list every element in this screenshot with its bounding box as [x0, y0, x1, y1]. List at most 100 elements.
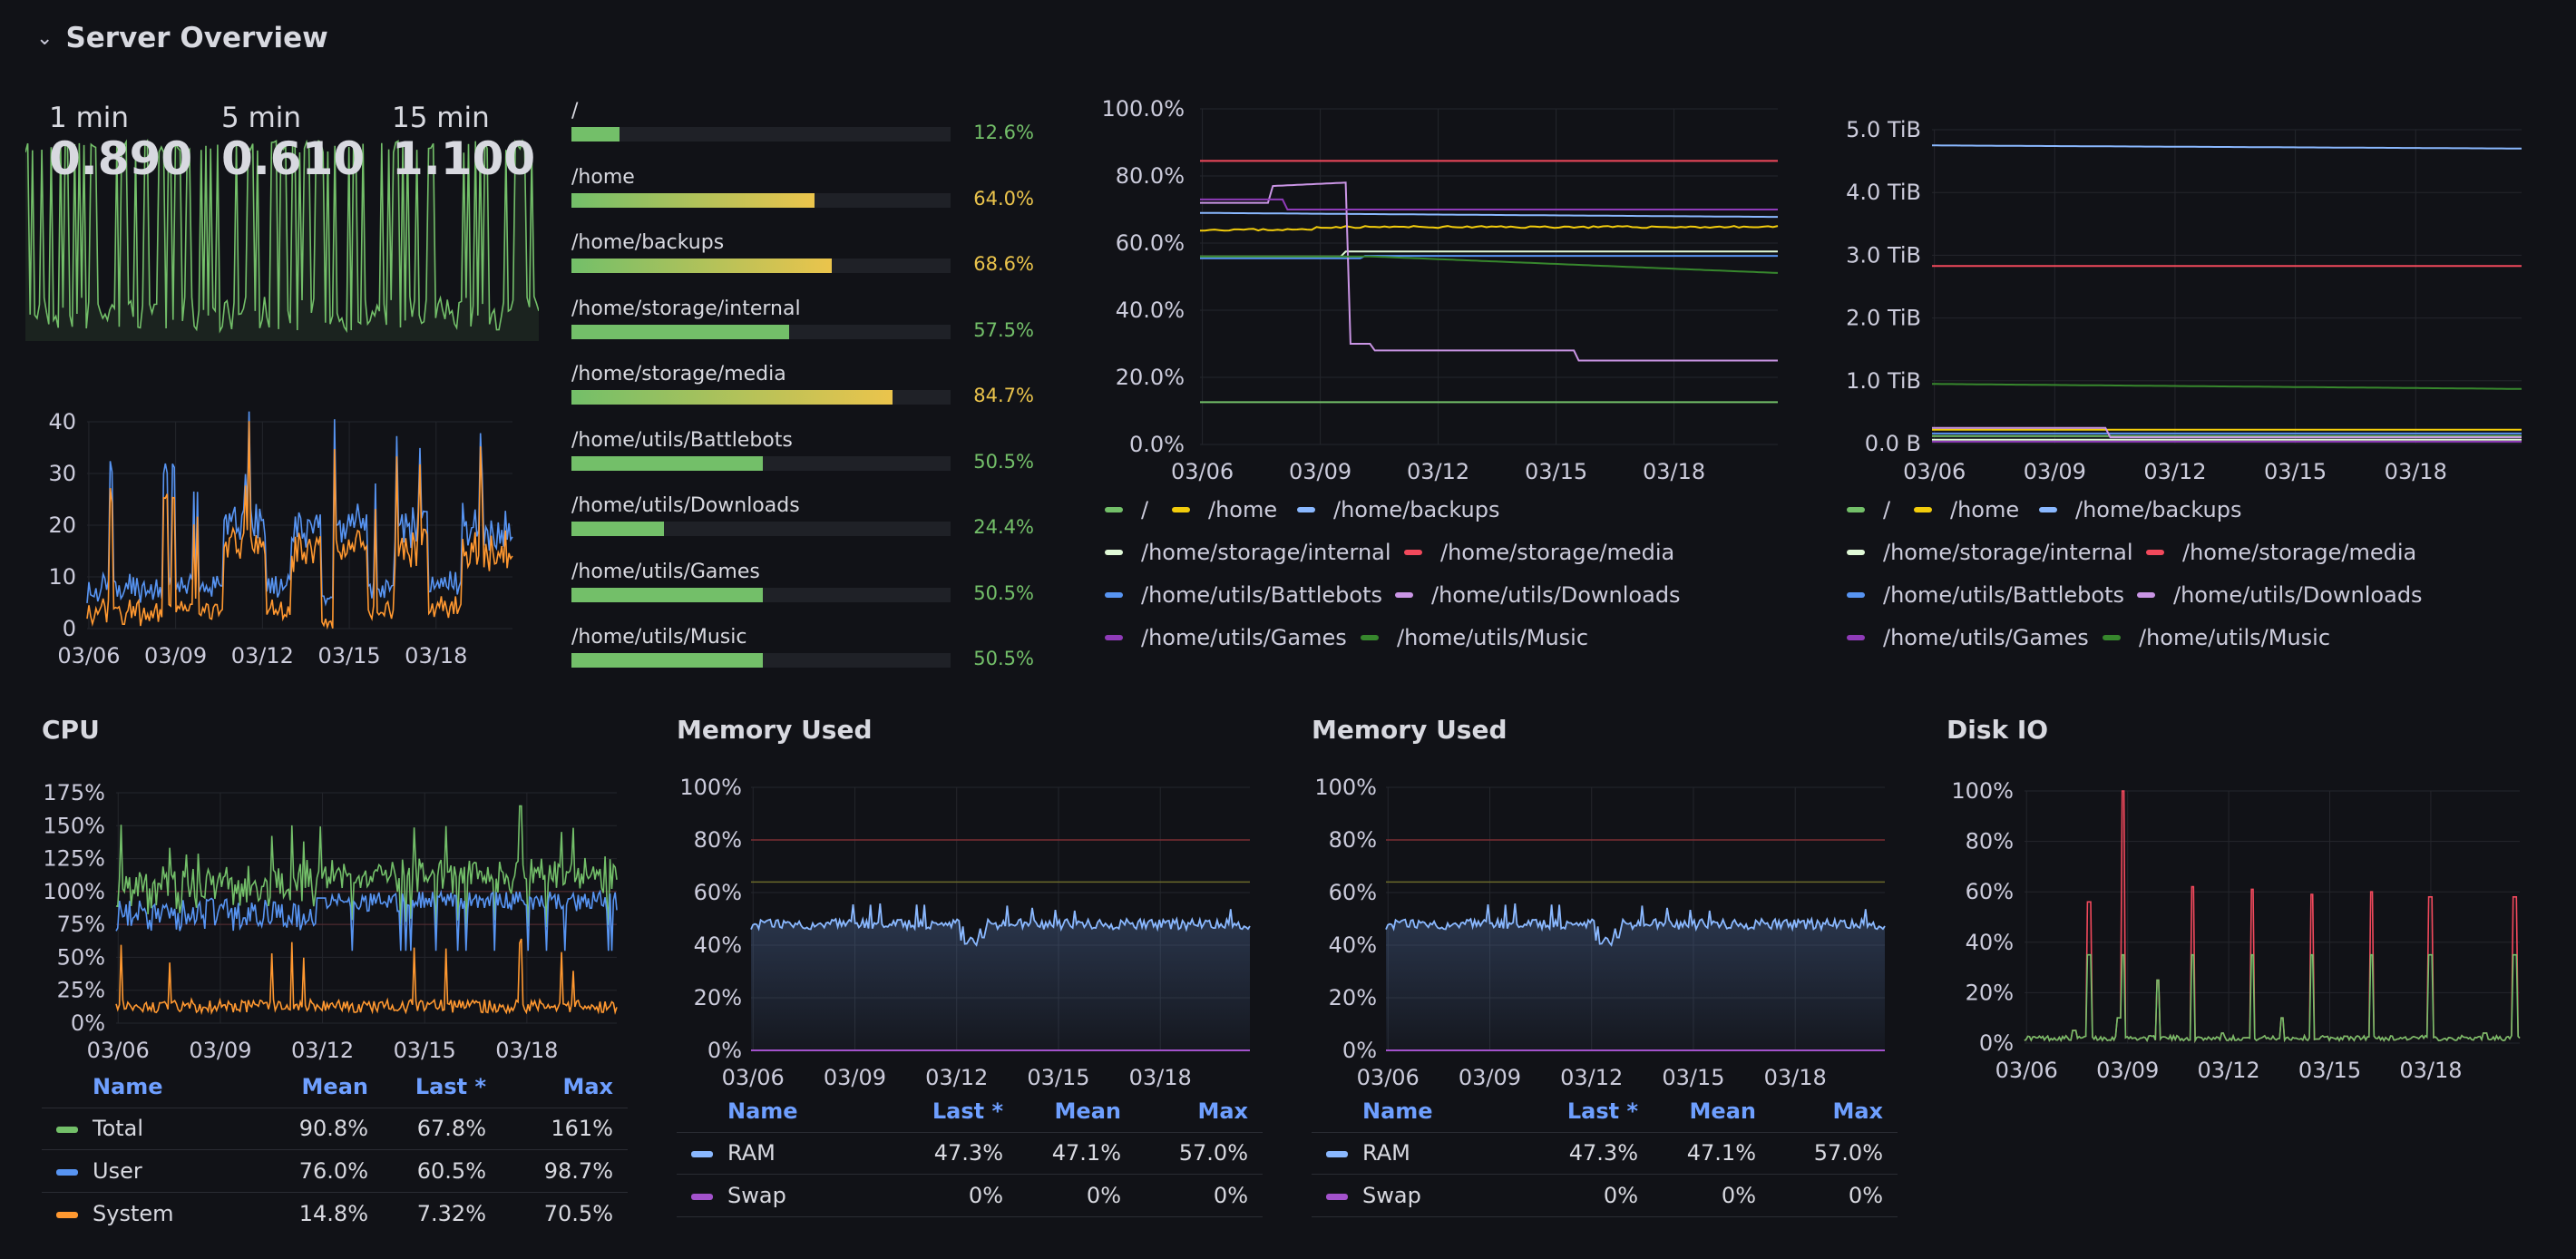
disk-bar-value: 57.5% [973, 318, 1034, 341]
diskbytes-ytick: 1.0 TiB [1846, 368, 1921, 394]
legend-swatch [2039, 507, 2057, 512]
column-header[interactable]: Mean [1054, 1098, 1121, 1124]
legend-label: / [1141, 497, 1149, 522]
diskbytes-ytick: 3.0 TiB [1846, 242, 1921, 268]
legend-label: /home/utils/Downloads [1431, 582, 1681, 608]
column-header[interactable]: Last * [932, 1098, 1003, 1124]
load-chart-ytick: 20 [48, 512, 76, 538]
series-value: 7.32% [416, 1201, 486, 1226]
series-value: 57.0% [1178, 1140, 1248, 1166]
legend-table-row[interactable]: RAM 47.3% 47.1% 57.0% [1312, 1133, 1898, 1175]
column-header[interactable]: Last * [1566, 1098, 1638, 1124]
legend-item[interactable]: /home/backups [2039, 497, 2241, 522]
legend-item[interactable]: /home/utils/Games [1847, 625, 2089, 650]
diskio-series-red [2024, 790, 2521, 1043]
legend-item[interactable]: /home/storage/media [2146, 540, 2416, 565]
legend-swatch [1914, 507, 1932, 512]
column-header[interactable]: Mean [301, 1074, 368, 1099]
memory-legend-table-2: Name Last * Mean Max RAM 47.3% 47.1% 57.0% Swap 0… [1312, 1091, 1898, 1218]
legend-item[interactable]: /home/utils/Downloads [1395, 582, 1681, 608]
disk-bar-fill [571, 455, 764, 471]
legend-table-row[interactable]: RAM 47.3% 47.1% 57.0% [677, 1133, 1263, 1175]
memory-2-xtick: 03/15 [1662, 1065, 1724, 1088]
diskpct-ytick: 20.0% [1116, 365, 1185, 390]
legend-item[interactable]: /home/storage/internal [1847, 540, 2133, 565]
legend-item[interactable]: / [1847, 497, 1890, 522]
column-header[interactable]: Name [93, 1074, 163, 1099]
disk-bar-label: /home/utils/Downloads [571, 494, 800, 517]
diskpct-xtick: 03/18 [1643, 459, 1705, 484]
load-sparkline-area [25, 141, 539, 341]
legend-label: /home/utils/Music [1397, 625, 1589, 650]
load-5min-label: 5 min [221, 102, 302, 134]
legend-table-row[interactable]: Swap 0% 0% 0% [1312, 1176, 1898, 1217]
legend-item[interactable]: /home/utils/Battlebots [1105, 582, 1382, 608]
disk-bytes-chart: 5.0 TiB 4.0 TiB 3.0 TiB 2.0 TiB 1.0 TiB 0.0 B… [1846, 117, 2522, 484]
memory-panel-title-2: Memory Used [1312, 715, 1508, 745]
legend-item[interactable]: /home/utils/Downloads [2137, 582, 2423, 608]
legend-label: /home/storage/media [2182, 540, 2417, 565]
diskio-ytick: 60% [1966, 879, 2014, 904]
diskbytes-xtick: 03/06 [1903, 459, 1966, 484]
diskpct-xtick: 03/12 [1407, 459, 1469, 484]
column-header[interactable]: Mean [1689, 1098, 1756, 1124]
disk-bar-label: /home/storage/internal [571, 297, 801, 320]
series-value: 0% [1603, 1183, 1638, 1208]
memory-legend-table-1: Name Last * Mean Max RAM 47.3% 47.1% 57.0% Swap 0… [677, 1091, 1263, 1218]
legend-swatch [1361, 635, 1379, 640]
legend-item[interactable]: /home/utils/Battlebots [1847, 582, 2124, 608]
diskbytes-xtick: 03/09 [2024, 459, 2086, 484]
legend-swatch [2103, 635, 2121, 640]
column-header[interactable]: Last * [415, 1074, 486, 1099]
legend-item[interactable]: /home [1914, 497, 2019, 522]
row-collapse-toggle[interactable]: ⌄ Server Overview [36, 18, 328, 58]
legend-label: /home/storage/internal [1883, 540, 2133, 565]
legend-item[interactable]: /home [1172, 497, 1277, 522]
diskio-xtick: 03/06 [1995, 1058, 2058, 1083]
memory-2-xtick: 03/12 [1560, 1065, 1623, 1088]
column-header[interactable]: Max [562, 1074, 613, 1099]
load-chart-xtick: 03/18 [405, 643, 467, 669]
chevron-down-icon: ⌄ [36, 26, 54, 50]
disk-bar-track [571, 455, 951, 471]
diskpct-ytick: 100.0% [1101, 96, 1185, 122]
legend-table-row[interactable]: System 14.8% 7.32% 70.5% [42, 1194, 628, 1230]
legend-item[interactable]: /home/storage/media [1404, 540, 1674, 565]
series-value: 67.8% [416, 1116, 486, 1141]
legend-item[interactable]: / [1105, 497, 1148, 522]
load-timeseries-chart: 40 30 20 10 003/06 03/09 03/12 03/15 03/18 [48, 409, 513, 669]
disk-bar-value: 12.6% [973, 122, 1034, 143]
disk-bar-label: /home [571, 165, 635, 189]
disk-bar-track [571, 127, 951, 142]
column-header[interactable]: Name [1362, 1098, 1433, 1124]
legend-table-row[interactable]: Total 90.8% 67.8% 161% [42, 1108, 628, 1150]
legend-swatch [2146, 550, 2164, 555]
series-value: 60.5% [416, 1158, 486, 1184]
series-value: 47.3% [933, 1140, 1003, 1166]
cpu-ytick: 175% [43, 780, 105, 805]
legend-table-row[interactable]: User 76.0% 60.5% 98.7% [42, 1151, 628, 1193]
series-swatch [1326, 1194, 1348, 1200]
column-header[interactable]: Name [727, 1098, 798, 1124]
legend-item[interactable]: /home/backups [1297, 497, 1499, 522]
legend-label: / [1883, 497, 1891, 522]
disk-bar-value: 68.6% [973, 253, 1034, 275]
legend-item[interactable]: /home/utils/Music [1361, 625, 1588, 650]
diskio-chart: 100% 80% 60% 40% 20% 0%03/06 03/09 03/12 03/15 03… [1951, 778, 2521, 1083]
diskio-panel-title: Disk IO [1947, 715, 2049, 745]
legend-label: /home [1950, 497, 2020, 522]
column-header[interactable]: Max [1197, 1098, 1248, 1124]
legend-item[interactable]: /home/utils/Games [1105, 625, 1347, 650]
diskbytes-xtick: 03/18 [2385, 459, 2447, 484]
legend-item[interactable]: /home/storage/internal [1105, 540, 1391, 565]
series-name: System [93, 1201, 174, 1226]
cpu-series-total [115, 805, 618, 934]
column-header[interactable]: Max [1832, 1098, 1883, 1124]
diskpct-ytick: 40.0% [1116, 298, 1185, 323]
legend-table-row[interactable]: Swap 0% 0% 0% [677, 1176, 1263, 1217]
legend-item[interactable]: /home/utils/Music [2103, 625, 2330, 650]
disk-bar-track [571, 324, 951, 339]
series-value: 47.1% [1686, 1140, 1756, 1166]
disk-bar-track [571, 259, 951, 273]
load-15min-label: 15 min [392, 102, 490, 134]
